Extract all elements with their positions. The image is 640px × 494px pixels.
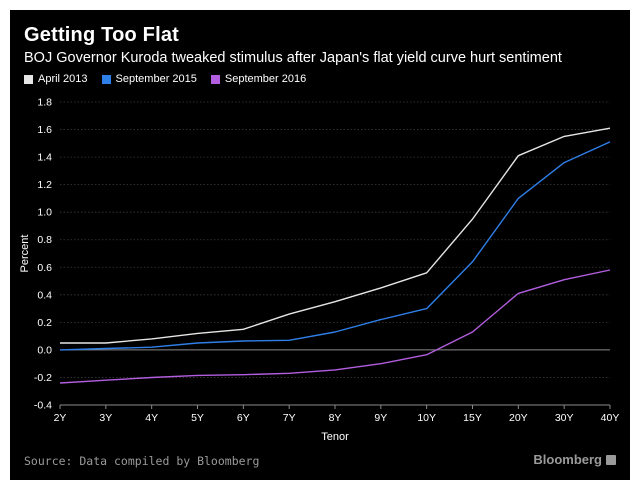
x-tick-label: 15Y <box>463 412 482 424</box>
legend-label: April 2013 <box>38 73 88 85</box>
y-axis-ticks: 1.8 1.6 1.4 1.2 1.0 0.8 0.6 0.4 0.2 0.0 -0.2 -0.4 <box>34 97 52 412</box>
bloomberg-logo-icon <box>606 454 616 465</box>
legend-label: September 2015 <box>115 73 197 85</box>
x-tick-label: 6Y <box>237 412 250 424</box>
x-tick-label: 8Y <box>329 412 342 424</box>
y-tick-label: 1.6 <box>37 124 52 136</box>
x-axis-title: Tenor <box>321 431 349 443</box>
x-tick-label: 40Y <box>601 412 620 424</box>
y-tick-label: 1.4 <box>37 152 52 164</box>
x-tick-label: 5Y <box>191 412 204 424</box>
x-tick-label: 9Y <box>374 412 387 424</box>
source-note: Source: Data compiled by Bloomberg <box>24 454 260 468</box>
legend-swatch <box>101 74 111 84</box>
legend-item-april-2013: April 2013 <box>24 73 88 85</box>
legend-item-september-2015: September 2015 <box>101 73 197 85</box>
legend-item-september-2016: September 2016 <box>210 73 307 85</box>
gridlines <box>60 101 610 406</box>
x-tick-label: 4Y <box>145 412 158 424</box>
legend-swatch <box>24 74 33 84</box>
y-tick-label: 0.0 <box>37 344 52 356</box>
y-tick-label: 0.8 <box>37 234 52 246</box>
legend-label: September 2016 <box>224 73 307 85</box>
chart-panel: Getting Too Flat BOJ Governor Kuroda twe… <box>10 10 630 480</box>
y-tick-label: -0.2 <box>34 372 52 384</box>
series-lines <box>59 127 611 384</box>
series-line-september-2016 <box>59 269 611 384</box>
y-tick-label: 0.6 <box>37 262 52 274</box>
y-tick-label: 0.4 <box>37 289 52 301</box>
legend-swatch <box>210 74 220 84</box>
brand-name: Bloomberg <box>533 452 602 467</box>
y-tick-label: 1.2 <box>37 179 52 191</box>
y-tick-label: 1.8 <box>37 97 52 109</box>
y-tick-label: -0.4 <box>34 400 52 412</box>
chart-subtitle: BOJ Governor Kuroda tweaked stimulus aft… <box>24 50 562 66</box>
y-tick-label: 1.0 <box>37 207 52 219</box>
line-chart: 1.8 1.6 1.4 1.2 1.0 0.8 0.6 0.4 0.2 0.0 -0.2 -0.4 2… <box>19 97 620 444</box>
y-axis-title: Percent <box>19 235 31 273</box>
x-tick-label: 10Y <box>417 412 436 424</box>
x-tick-label: 2Y <box>54 412 67 424</box>
x-axis-ticks: 2Y 3Y 4Y 5Y 6Y 7Y 8Y 9Y 10Y 15Y 20Y 30Y 40Y <box>54 405 620 424</box>
legend: April 2013 September 2015 September 2016 <box>24 73 306 85</box>
x-tick-label: 20Y <box>509 412 528 424</box>
y-tick-label: 0.2 <box>37 317 52 329</box>
series-line-september-2015 <box>59 141 611 351</box>
chart-title: Getting Too Flat <box>24 24 180 46</box>
x-tick-label: 3Y <box>99 412 112 424</box>
series-line-april-2013 <box>60 127 611 344</box>
brand-logo: Bloomberg <box>533 452 616 467</box>
x-tick-label: 30Y <box>555 412 574 424</box>
x-tick-label: 7Y <box>283 412 296 424</box>
